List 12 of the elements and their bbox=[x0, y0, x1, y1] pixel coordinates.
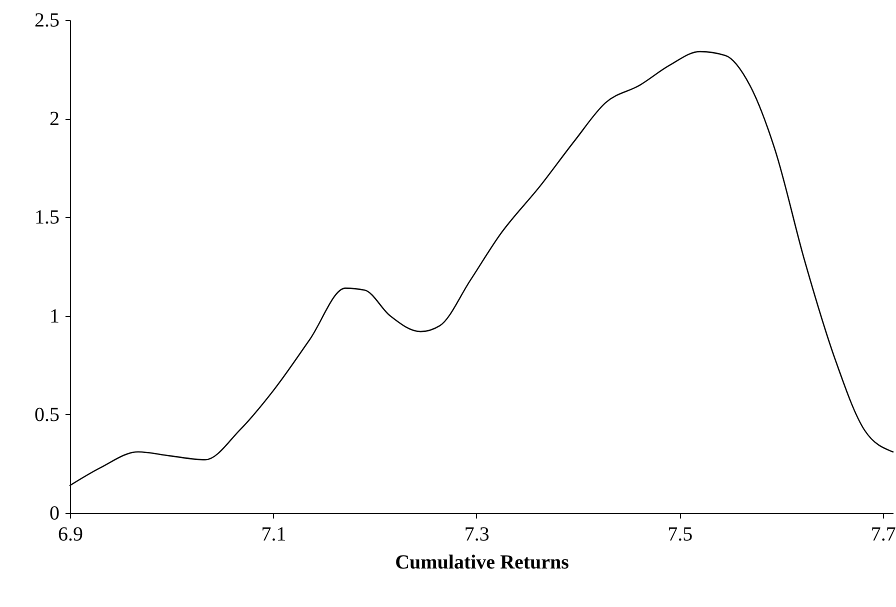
y-tick-label: 2.5 bbox=[34, 10, 60, 32]
x-tick-label: 7.3 bbox=[464, 524, 490, 546]
x-axis-title: Cumulative Returns bbox=[395, 552, 570, 574]
y-tick-label: 0 bbox=[50, 502, 60, 524]
x-tick-label: 7.5 bbox=[668, 524, 693, 546]
x-tick-label: 7.1 bbox=[261, 524, 286, 546]
y-tick-label: 1.5 bbox=[34, 206, 60, 229]
y-tick-label: 2 bbox=[50, 108, 60, 130]
x-tick-label: 7.7 bbox=[870, 524, 896, 546]
y-tick-label: 0.5 bbox=[34, 404, 60, 426]
y-tick-label: 1 bbox=[50, 305, 60, 328]
x-tick-label: 6.9 bbox=[58, 524, 83, 546]
